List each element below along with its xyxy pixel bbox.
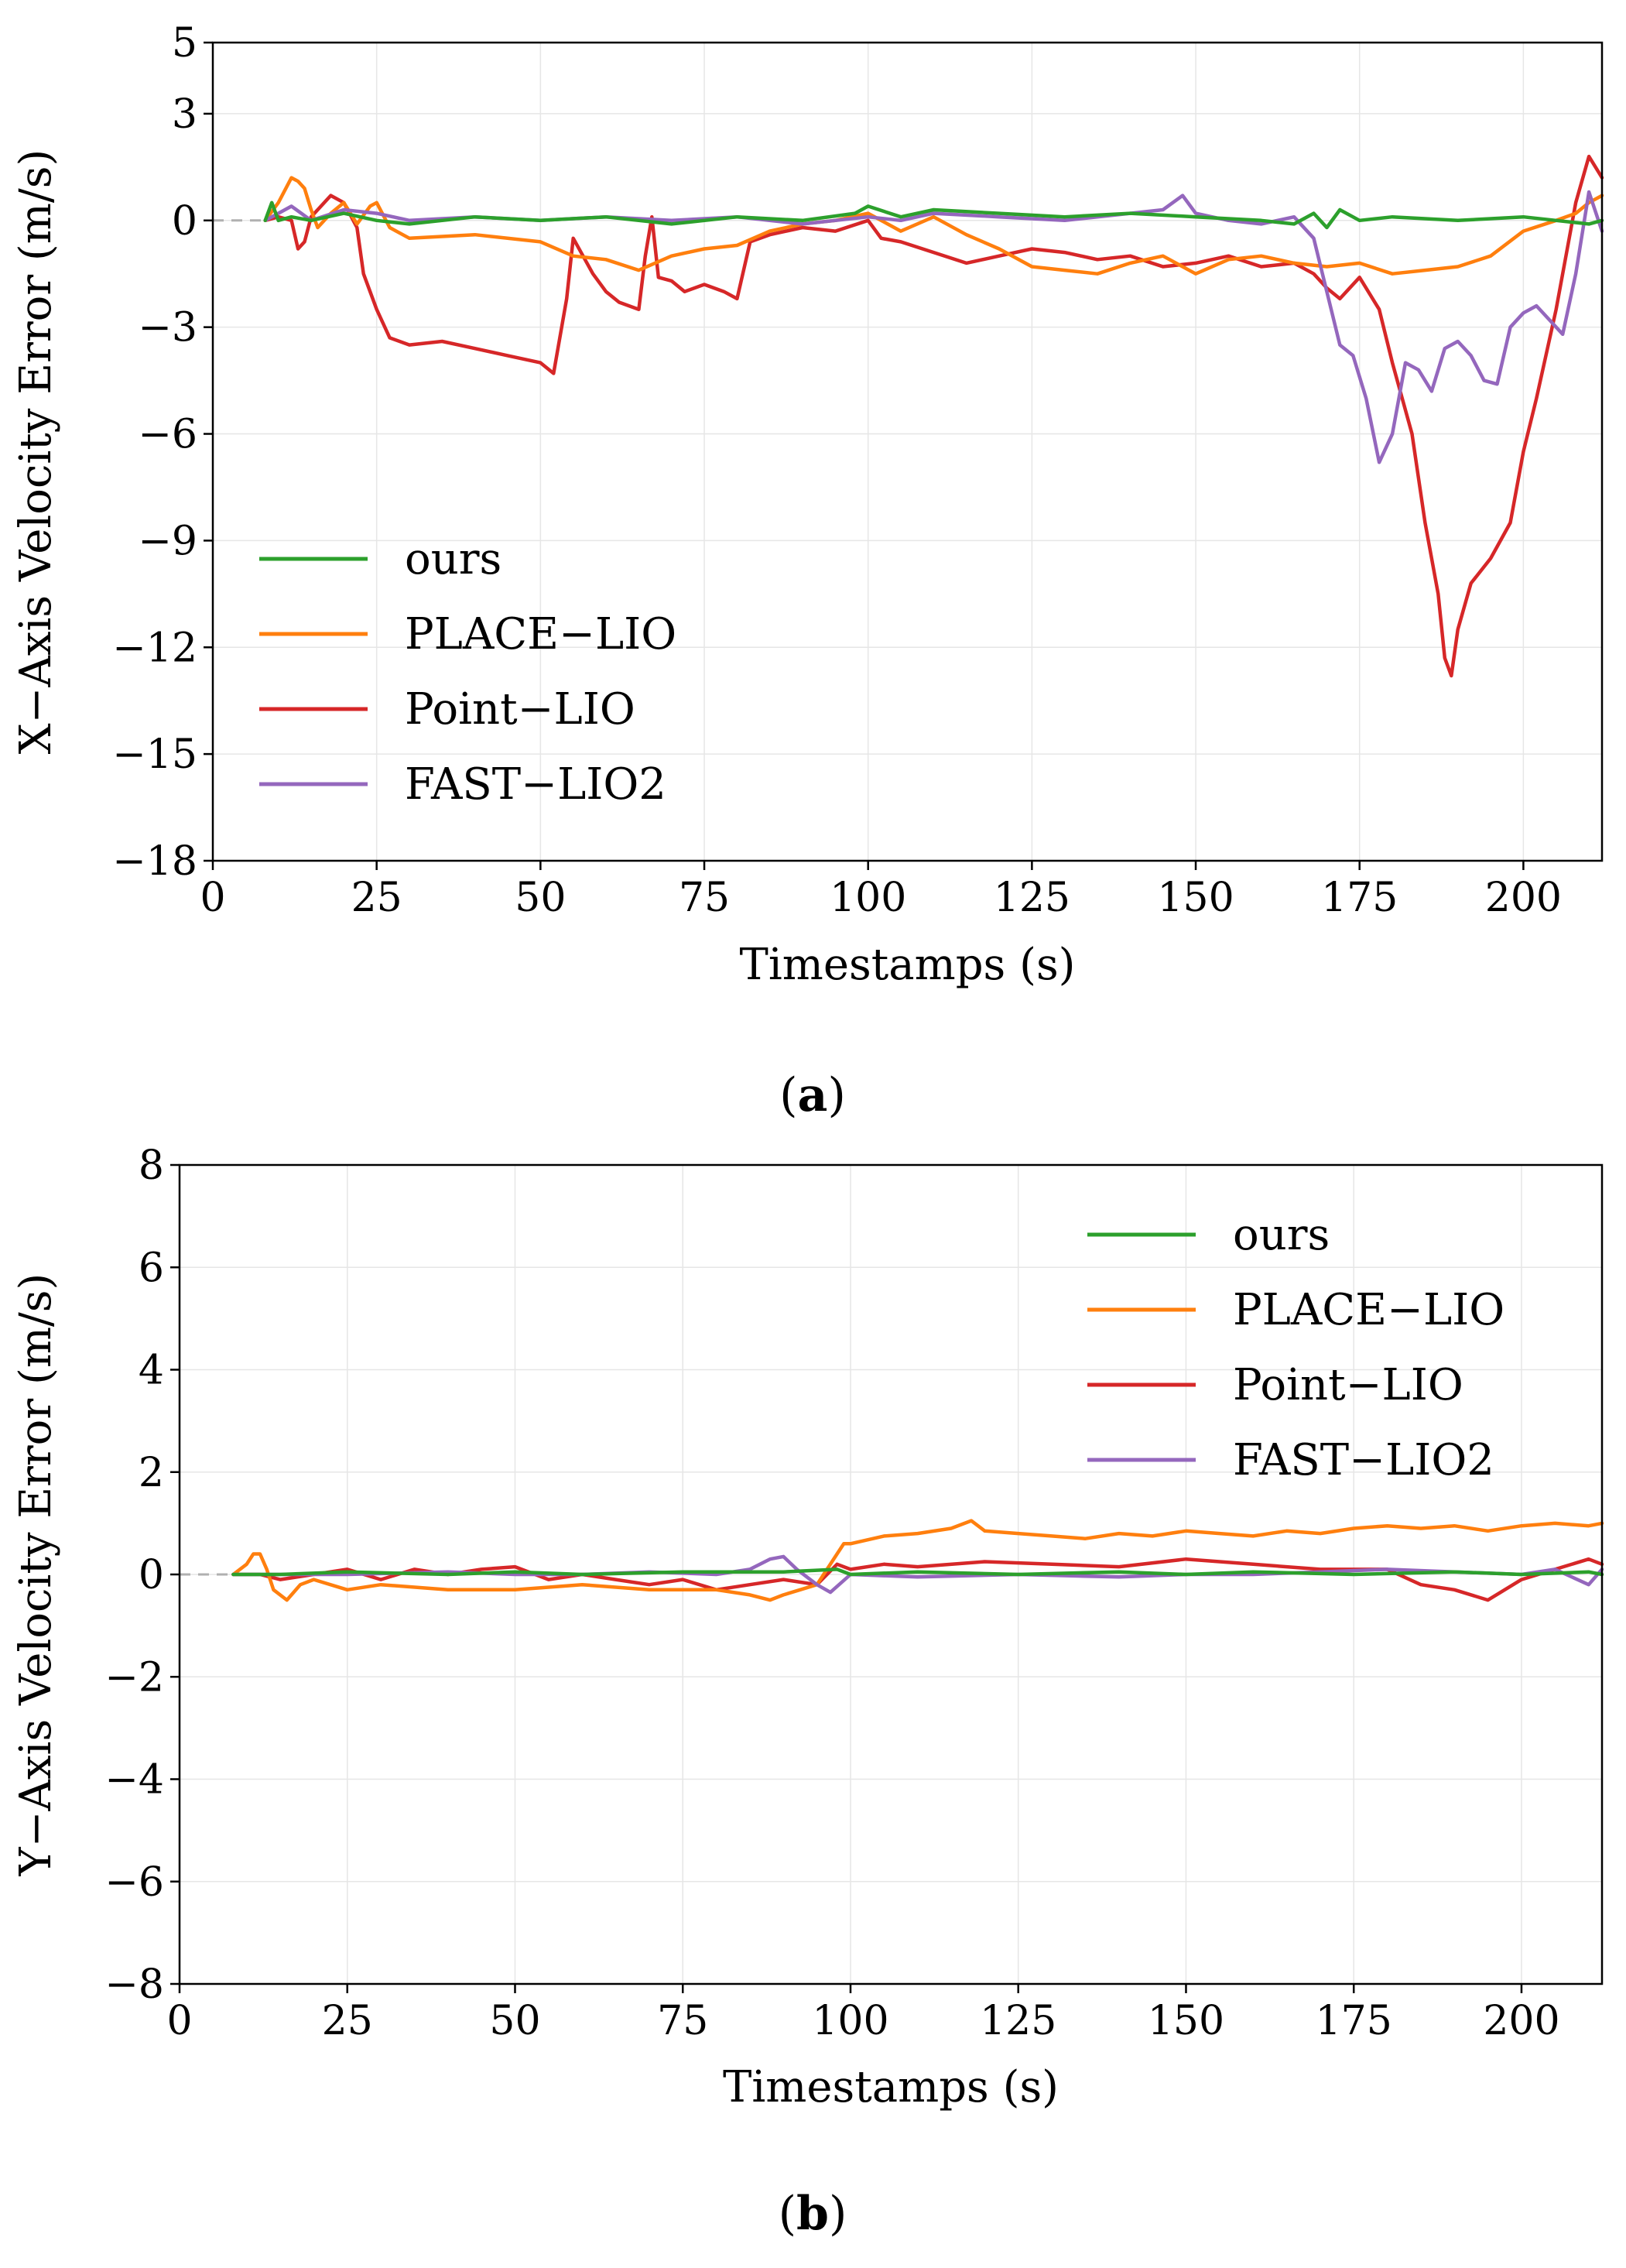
x-tick-label: 175 [1321,875,1398,921]
y-axis-label: Y−Axis Velocity Error (m/s) [11,1273,61,1877]
x-tick-label: 150 [1157,875,1234,921]
legend-label: FAST−LIO2 [405,759,666,810]
plot-frame [211,41,1604,862]
y-tick-label: 6 [139,1245,164,1291]
y-tick-label: −4 [104,1757,164,1804]
y-tick-label: 3 [172,91,197,138]
series-line-point-lio [231,1557,1604,1602]
legend-label: PLACE−LIO [1233,1285,1504,1335]
series-line-place-lio [263,176,1604,276]
x-tick-label: 0 [166,1998,192,2044]
y-axis-label: X−Axis Velocity Error (m/s) [11,149,61,755]
y-tick-label: −18 [112,838,197,885]
y-tick-label: −15 [112,731,197,778]
legend: ours PLACE−LIO Point−LIO FAST−LIO2 [259,534,676,810]
caption-a: (a) [779,1068,846,1122]
series-line-ours [231,1567,1604,1577]
series-line-ours [263,200,1604,230]
legend: ours PLACE−LIO Point−LIO FAST−LIO2 [1087,1210,1504,1485]
y-tick-label: −6 [104,1859,164,1906]
x-axis-label: Timestamps (s) [739,940,1075,990]
y-tick-label: −9 [138,518,197,564]
x-tick-label: 100 [830,875,906,921]
x-tick-label: 50 [515,875,566,921]
x-tick-label: 150 [1148,1998,1224,2044]
x-tick-label: 125 [994,875,1070,921]
x-tick-label: 125 [980,1998,1056,2044]
caption-b-label: b [796,2187,829,2241]
x-tick-label: 75 [679,875,730,921]
x-tick-label: 200 [1485,875,1562,921]
x-tick-label: 75 [657,1998,708,2044]
legend-label: PLACE−LIO [405,609,676,660]
legend-label: Point−LIO [405,684,635,735]
series-line-place-lio [231,1519,1604,1602]
legend-label: FAST−LIO2 [1233,1435,1494,1485]
legend-label: ours [405,534,501,584]
x-tick-label: 0 [200,875,225,921]
legend-label: Point−LIO [1233,1360,1463,1410]
y-tick-label: 4 [139,1348,164,1394]
x-axis-label: Timestamps (s) [723,2062,1059,2112]
chart-a: 0 25 50 75 100 125 150 175 200 5 3 0 −3 −6 −9 −12 −15 −18… [11,20,1604,990]
y-tick-label: −2 [104,1654,164,1701]
x-tick-label: 50 [489,1998,540,2044]
y-tick-label: 8 [139,1143,164,1189]
y-tick-label: −6 [138,412,197,458]
caption-b: (b) [779,2187,847,2241]
y-tick-label: 0 [172,198,197,245]
x-tick-label: 25 [351,875,402,921]
y-tick-label: 5 [172,20,197,67]
y-tick-label: −8 [104,1961,164,2008]
x-tick-label: 175 [1316,1998,1392,2044]
y-tick-label: −3 [138,305,197,351]
y-tick-label: 0 [139,1552,164,1598]
y-tick-label: −12 [112,625,197,671]
y-tick-label: 2 [139,1450,164,1496]
series-line-point-lio [263,154,1604,678]
legend-label: ours [1233,1210,1330,1260]
chart-b: 0 25 50 75 100 125 150 175 200 8 6 4 2 0 −2 −4 −6 −8 Times… [11,1143,1604,2112]
x-tick-label: 100 [812,1998,888,2044]
caption-a-label: a [798,1068,828,1122]
x-tick-label: 200 [1483,1998,1559,2044]
x-tick-label: 25 [322,1998,373,2044]
